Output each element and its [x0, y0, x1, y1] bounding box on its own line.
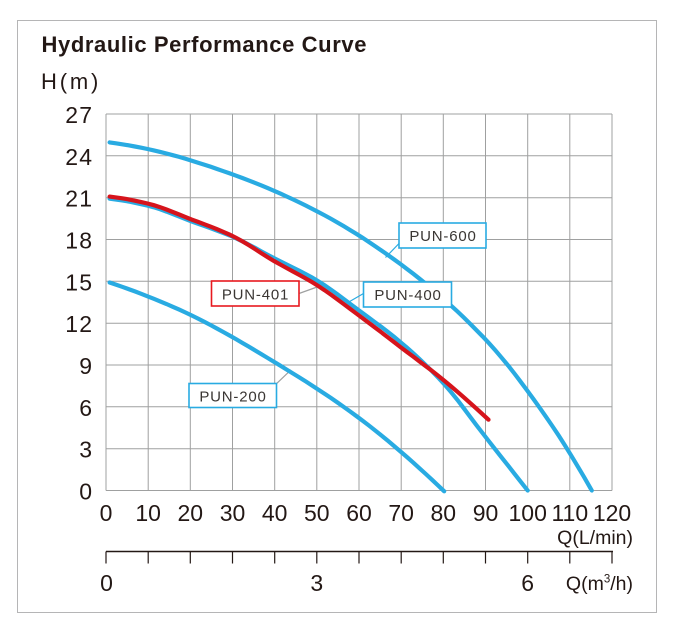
svg-text:Q(m3/h): Q(m3/h) [566, 573, 633, 595]
svg-text:20: 20 [178, 500, 204, 526]
svg-text:80: 80 [431, 500, 457, 526]
svg-text:PUN-400: PUN-400 [374, 287, 441, 304]
svg-text:100: 100 [509, 500, 547, 526]
svg-text:110: 110 [551, 500, 588, 526]
svg-text:6: 6 [521, 570, 535, 596]
svg-text:9: 9 [79, 353, 93, 379]
svg-text:12: 12 [65, 311, 93, 337]
svg-text:30: 30 [220, 500, 246, 526]
svg-text:10: 10 [135, 500, 161, 526]
svg-text:H(m): H(m) [41, 69, 101, 94]
svg-text:Hydraulic Performance Curve: Hydraulic Performance Curve [42, 32, 368, 57]
svg-text:PUN-600: PUN-600 [409, 228, 476, 245]
svg-text:70: 70 [388, 500, 414, 526]
svg-text:0: 0 [100, 570, 114, 596]
svg-text:PUN-401: PUN-401 [222, 287, 289, 304]
svg-text:3: 3 [79, 437, 93, 463]
svg-text:24: 24 [65, 144, 93, 170]
svg-text:27: 27 [65, 102, 93, 128]
svg-text:90: 90 [473, 500, 499, 526]
svg-text:18: 18 [65, 228, 93, 254]
svg-text:21: 21 [65, 186, 93, 212]
svg-text:15: 15 [65, 269, 93, 295]
svg-text:0: 0 [100, 500, 113, 526]
svg-text:6: 6 [79, 395, 93, 421]
svg-text:PUN-200: PUN-200 [199, 389, 266, 406]
svg-text:50: 50 [304, 500, 330, 526]
svg-text:3: 3 [310, 570, 324, 596]
svg-text:120: 120 [593, 500, 631, 526]
svg-text:Q(L/min): Q(L/min) [557, 527, 633, 549]
svg-text:0: 0 [79, 479, 93, 505]
svg-text:60: 60 [346, 500, 372, 526]
svg-text:40: 40 [262, 500, 288, 526]
